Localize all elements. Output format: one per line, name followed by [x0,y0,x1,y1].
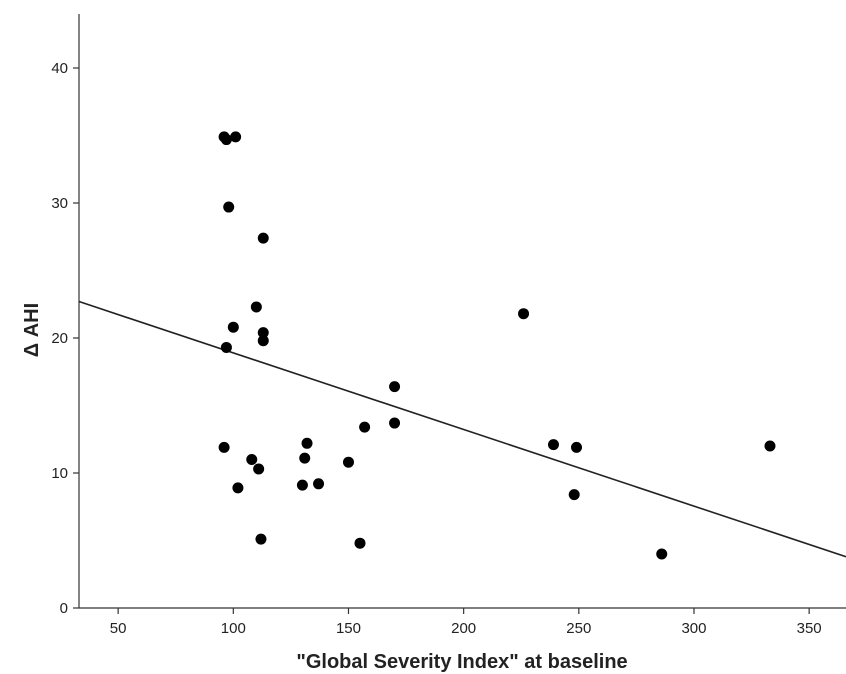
data-point [656,548,668,560]
data-point [220,134,232,146]
x-tick-label: 50 [110,620,127,637]
y-axis-title: Δ AHI [21,303,43,357]
data-point [257,232,269,244]
data-point [227,321,239,333]
data-point [232,482,244,494]
data-point [218,441,230,453]
y-tick-label: 10 [51,465,68,482]
x-tick-label: 100 [221,620,246,637]
y-tick-label: 20 [51,330,68,347]
data-point [230,131,242,143]
data-point [301,437,313,449]
data-point [223,201,235,213]
data-point [313,478,325,490]
data-point [255,533,267,545]
y-tick-label: 30 [51,195,68,212]
data-point [518,308,530,320]
x-tick-label: 200 [451,620,476,637]
data-point [299,452,311,464]
data-point [354,537,366,549]
data-point [571,441,583,453]
data-point [250,301,262,313]
y-tick-label: 40 [51,60,68,77]
x-tick-label: 350 [797,620,822,637]
data-point [547,439,559,451]
data-point [389,381,401,393]
data-point [764,440,776,452]
x-tick-label: 250 [566,620,591,637]
y-ticks: 0 10 20 30 40 [51,60,79,617]
data-point [342,456,354,468]
data-point [220,341,232,353]
data-point [257,335,269,347]
data-point [257,327,269,339]
data-point [359,421,371,433]
x-axis-title: "Global Severity Index" at baseline [296,651,627,673]
x-tick-label: 300 [681,620,706,637]
x-tick-label: 150 [336,620,361,637]
data-point [389,417,401,429]
regression-line [78,300,846,558]
data-point [568,489,580,501]
data-point [246,454,258,465]
data-points [218,131,776,560]
data-point [253,463,265,475]
data-point [296,479,308,491]
x-ticks: 50 100 150 200 250 300 350 [110,608,822,637]
y-tick-label: 0 [60,600,68,617]
